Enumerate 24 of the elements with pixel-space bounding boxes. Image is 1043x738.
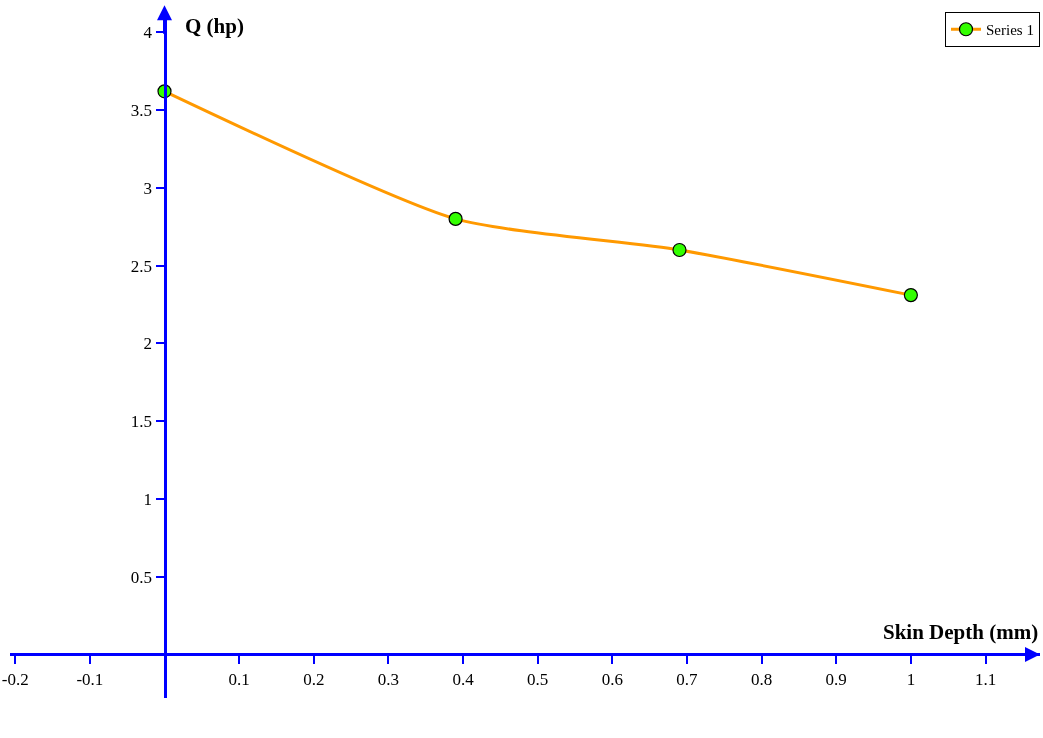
- x-tick-label: 0.6: [601, 669, 623, 689]
- y-tick-label: 2.5: [130, 256, 153, 276]
- x-tick-label: 0.3: [377, 669, 400, 689]
- y-tick-label: 1.5: [130, 412, 153, 432]
- x-tick-label: -0.1: [76, 669, 104, 689]
- y-tick-label: 4: [143, 23, 153, 43]
- x-tick-label: 0.7: [676, 669, 699, 689]
- x-tick-label: 0.9: [825, 669, 847, 689]
- y-tick-label: 3: [143, 178, 153, 198]
- x-tick-label: 0.1: [228, 669, 250, 689]
- x-axis-title: Skin Depth (mm): [883, 620, 1039, 644]
- x-tick-label: 1.1: [974, 669, 997, 689]
- x-tick-label: 0.8: [750, 669, 773, 689]
- x-tick-label: 0.2: [303, 669, 325, 689]
- x-tick-label: 1: [906, 669, 916, 689]
- x-tick-label: -0.2: [1, 669, 29, 689]
- x-tick-label: 0.4: [452, 669, 475, 689]
- legend-label: Series 1: [986, 22, 1034, 39]
- y-tick-label: 2: [143, 334, 153, 354]
- y-axis-title: Q (hp): [185, 14, 244, 38]
- y-tick-label: 0.5: [130, 567, 153, 587]
- y-tick-label: 1: [143, 489, 153, 509]
- y-tick-label: 3.5: [130, 100, 153, 120]
- x-tick-label: 0.5: [527, 669, 549, 689]
